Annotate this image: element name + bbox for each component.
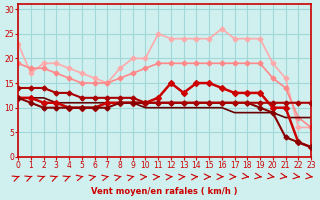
X-axis label: Vent moyen/en rafales ( km/h ): Vent moyen/en rafales ( km/h ) bbox=[91, 187, 238, 196]
